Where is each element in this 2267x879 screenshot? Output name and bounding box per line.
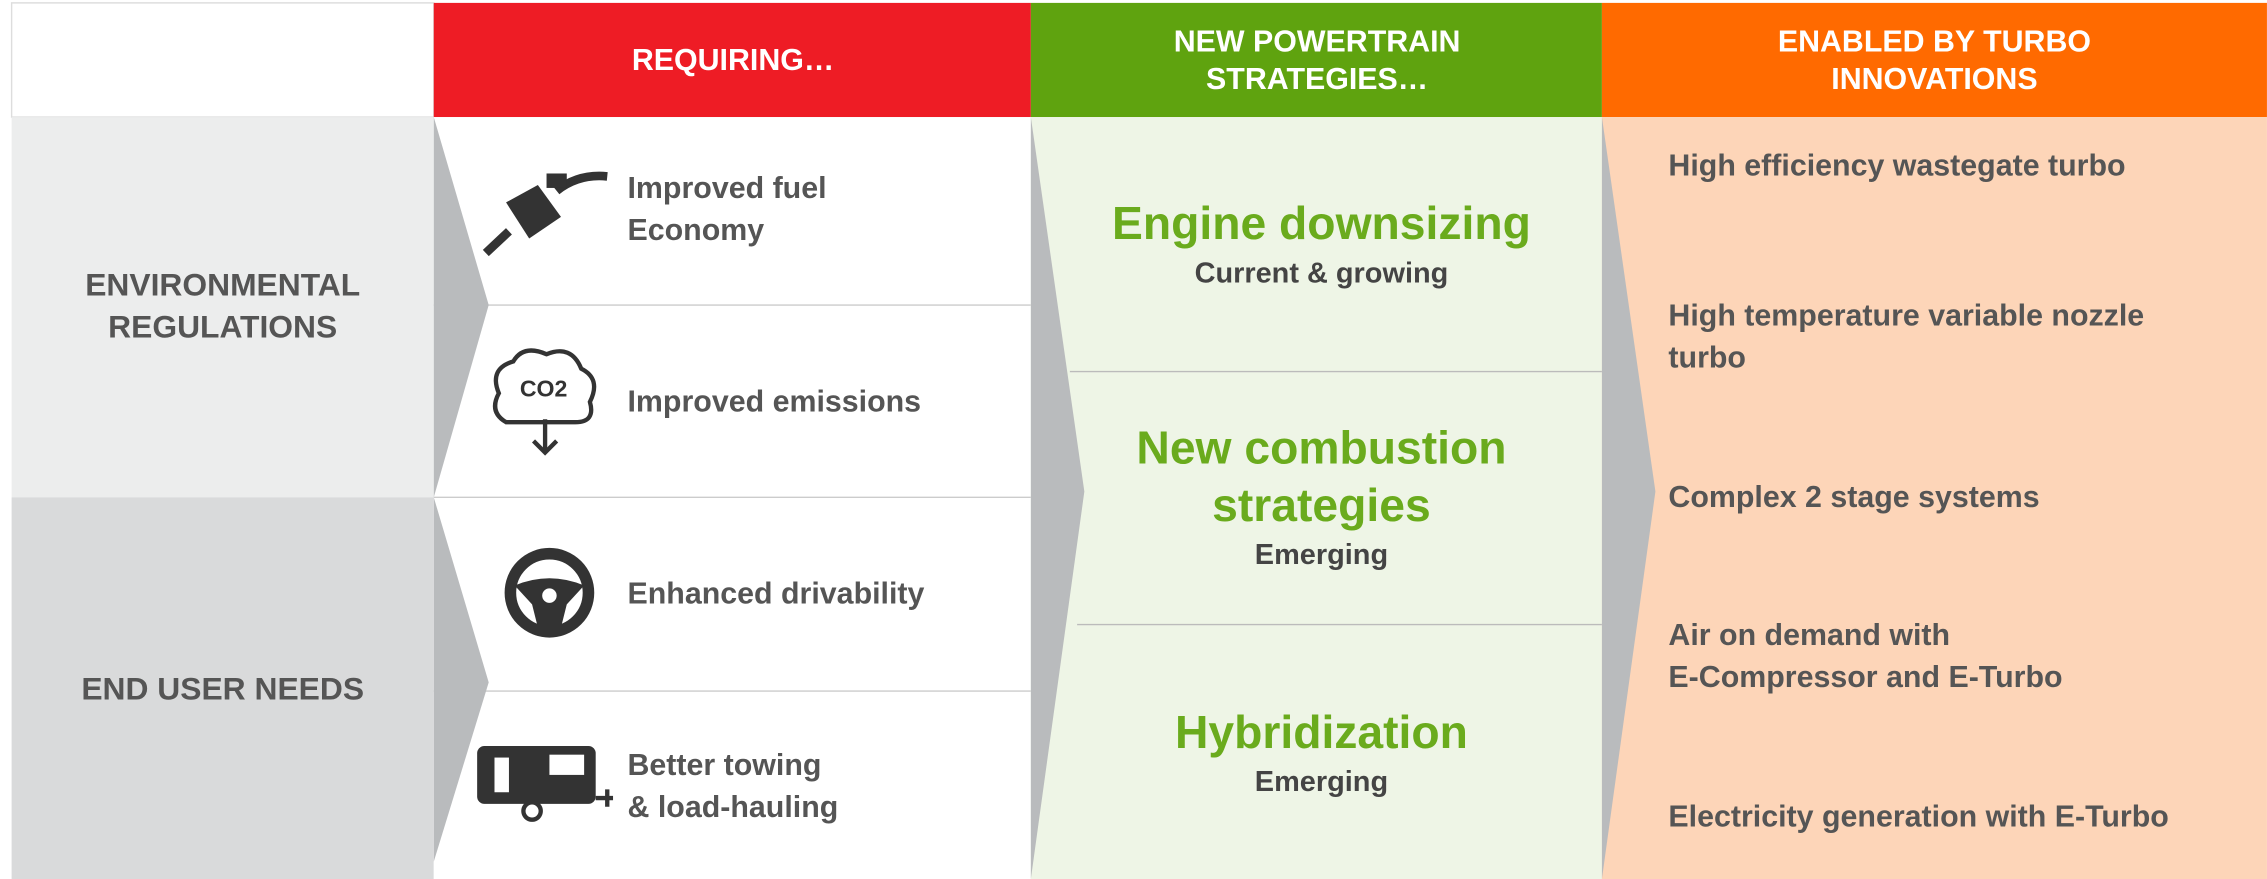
header-text: STRATEGIES…	[1206, 63, 1428, 96]
strategy-status: Current & growing	[1195, 257, 1449, 289]
innovation-text: Complex 2 stage systems	[1668, 481, 2039, 514]
co2-label: CO2	[520, 375, 568, 401]
innovation-text: Air on demand with	[1668, 619, 1950, 652]
wheel-icon	[504, 547, 595, 638]
header-text: INNOVATIONS	[1831, 63, 2037, 96]
innovation-text: Electricity generation with E-Turbo	[1668, 800, 2168, 833]
driver-text: END USER NEEDS	[81, 670, 364, 706]
innovation-text: High temperature variable nozzle	[1668, 299, 2144, 332]
strategy-status: Emerging	[1255, 539, 1388, 571]
innovation-text: turbo	[1668, 341, 1746, 374]
strategy-title: Engine downsizing	[1112, 197, 1531, 249]
chevron	[1601, 117, 1656, 879]
requirement-text: & load-hauling	[627, 791, 838, 824]
driver-bg	[11, 497, 434, 879]
chevron	[433, 117, 489, 498]
requirement-text: Economy	[627, 214, 764, 247]
chevron	[1030, 117, 1085, 879]
driver-bg	[11, 117, 434, 498]
row-dividers	[1069, 370, 1602, 626]
header-strategies	[1030, 2, 1602, 118]
driver-text: REGULATIONS	[108, 308, 337, 344]
driver-text: ENVIRONMENTAL	[85, 266, 360, 302]
strategy-title: strategies	[1212, 479, 1431, 531]
strategy-status: Emerging	[1255, 766, 1388, 798]
innovations-bg	[1601, 117, 2267, 879]
requirement-text: Enhanced drivability	[627, 578, 924, 611]
innovation-text: High efficiency wastegate turbo	[1668, 150, 2125, 183]
header-text: ENABLED BY TURBO	[1778, 25, 2091, 58]
header-innovations	[1601, 2, 2267, 118]
header-text: REQUIRING…	[632, 44, 834, 77]
requirement-text: Better towing	[627, 749, 821, 782]
chevron	[433, 497, 489, 862]
blank-header	[10, 2, 435, 118]
row-dividers	[433, 304, 1031, 692]
strategy-title: Hybridization	[1175, 706, 1468, 758]
header-text: NEW POWERTRAIN	[1174, 25, 1461, 58]
requirement-text: Improved emissions	[627, 385, 921, 418]
co2-icon: CO2	[492, 348, 597, 456]
trailer-icon	[477, 745, 614, 822]
requirement-text: Improved fuel	[627, 172, 826, 205]
fuel-icon	[482, 171, 608, 257]
strategy-title: New combustion	[1136, 421, 1506, 473]
strategies-bg	[1030, 117, 1602, 879]
innovation-text: E-Compressor and E-Turbo	[1668, 661, 2062, 694]
header-requiring	[433, 2, 1031, 118]
